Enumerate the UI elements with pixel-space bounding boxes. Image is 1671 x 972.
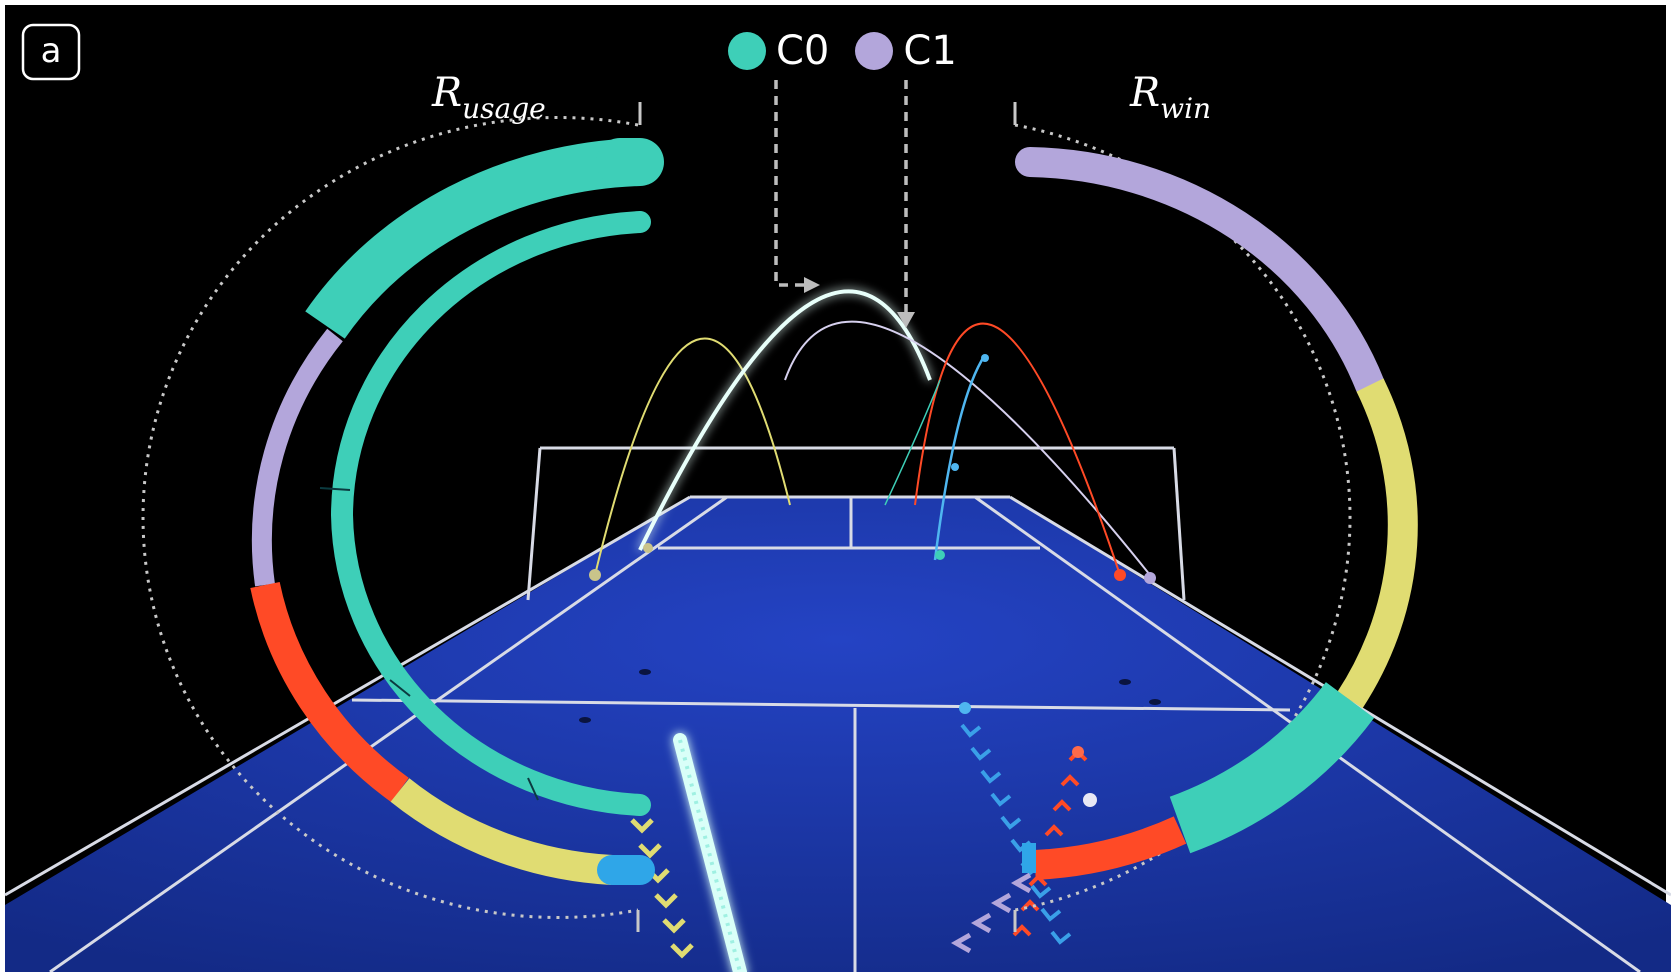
panel-label-box [21,23,81,81]
panel-label: a [40,31,62,71]
legend-label-c1: C1 [903,28,957,74]
dashed-arrow-icon [774,80,908,312]
chevron-trail-icon [630,702,1097,972]
usage-ring-label: Rusage [432,70,546,125]
win-label-main: R [1130,70,1161,116]
ball-shadows [579,669,1161,723]
net-frame [526,446,1186,601]
win-segment-c0 [1169,681,1375,854]
usage-inner-arc-c0 [330,211,651,816]
usage-ring [141,102,664,932]
ball-trajectories [589,289,1156,584]
arrowhead-right-icon [804,277,820,293]
win-ring [1013,102,1418,932]
win-ring-guide [1014,123,1352,912]
tennis-court [4,446,1671,972]
usage-segment-red [250,581,409,803]
usage-segment-yellow [390,778,613,885]
trajectory-yellow [594,337,791,576]
arrowhead-down-icon [897,312,915,328]
win-label-sub: win [1160,92,1212,125]
trajectory-blue [933,354,987,561]
legend-swatch-c1 [855,32,894,70]
trajectory-red [914,322,1121,576]
win-segment-red [1034,816,1187,880]
trajectory-highlighted [638,289,932,551]
usage-segment-c1 [251,328,343,587]
legend-swatch-c0 [728,32,766,70]
trajectory-teal [884,379,941,506]
win-segment-yellow [1337,378,1418,709]
usage-segment-c0 [305,138,641,339]
legend-label-c0: C0 [776,28,830,74]
trajectory-lavender [784,320,1151,576]
usage-ring-guide [141,116,639,919]
win-ring-label: Rwin [1130,70,1211,125]
usage-label-sub: usage [462,92,546,125]
legend: C0 C1 [728,26,957,76]
usage-label-main: R [432,70,463,116]
win-segment-c1 [1015,147,1385,400]
